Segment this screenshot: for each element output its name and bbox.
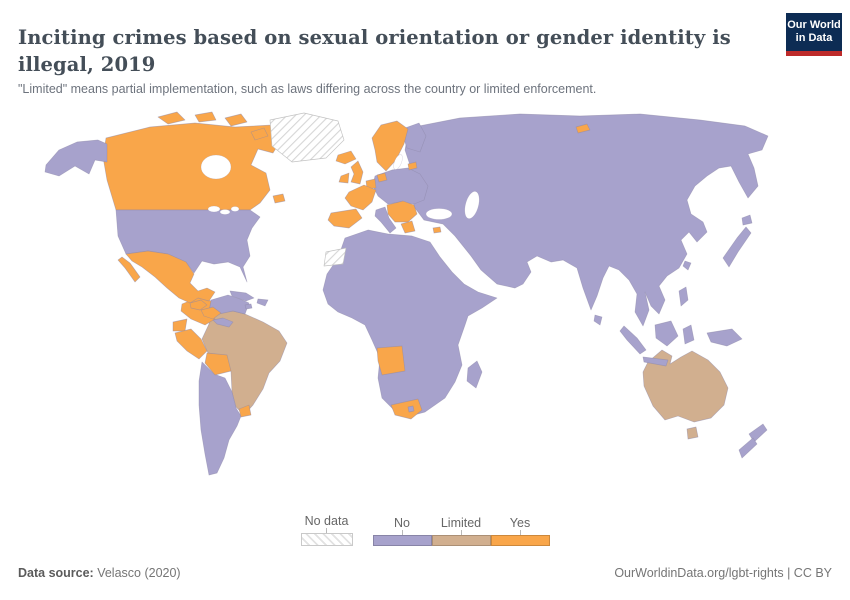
country-spain-portugal[interactable] bbox=[327, 208, 363, 229]
country-western-sahara-no-data[interactable] bbox=[323, 247, 347, 267]
country-sri-lanka[interactable] bbox=[593, 314, 603, 326]
black-sea bbox=[425, 208, 453, 220]
country-france[interactable] bbox=[344, 184, 377, 211]
country-lithuania[interactable] bbox=[407, 161, 418, 171]
legend-tick bbox=[326, 528, 327, 533]
country-greenland-no-data[interactable] bbox=[269, 112, 345, 163]
region-borneo[interactable] bbox=[654, 320, 679, 347]
map-legend: No data No Limited Yes bbox=[0, 514, 850, 546]
country-australia[interactable] bbox=[642, 349, 729, 423]
region-tasmania[interactable] bbox=[686, 426, 699, 440]
country-norway-sweden[interactable] bbox=[371, 120, 409, 172]
chart-subtitle: "Limited" means partial implementation, … bbox=[18, 82, 597, 96]
legend-swatch-no bbox=[372, 535, 432, 546]
owid-logo-redbar bbox=[786, 51, 842, 56]
country-canada[interactable] bbox=[102, 122, 284, 211]
region-arctic-island-2[interactable] bbox=[194, 111, 217, 123]
country-honduras-nicaragua[interactable] bbox=[200, 306, 222, 320]
caspian-sea bbox=[464, 191, 480, 219]
country-cuba[interactable] bbox=[229, 290, 255, 302]
legend-no-data[interactable]: No data bbox=[300, 514, 353, 546]
country-cyprus[interactable] bbox=[432, 226, 442, 234]
data-source: Data source: Velasco (2020) bbox=[18, 566, 181, 580]
country-madagascar[interactable] bbox=[466, 360, 483, 389]
country-hispaniola[interactable] bbox=[256, 298, 269, 307]
region-arctic-island-3[interactable] bbox=[224, 113, 248, 127]
baltic-sea bbox=[393, 154, 403, 170]
country-argentina-chile[interactable] bbox=[198, 361, 242, 476]
owid-logo-text: Our World in Data bbox=[787, 18, 841, 44]
footer-right: OurWorldinData.org/lgbt-rights | CC BY bbox=[614, 566, 832, 580]
country-bolivia[interactable] bbox=[204, 352, 232, 376]
country-taiwan[interactable] bbox=[682, 260, 692, 271]
region-sumatra[interactable] bbox=[619, 325, 647, 355]
region-arctic-island-4[interactable] bbox=[250, 127, 269, 141]
country-italy[interactable] bbox=[374, 206, 397, 234]
country-denmark[interactable] bbox=[376, 172, 388, 183]
legend-item-yes[interactable]: Yes bbox=[490, 516, 550, 546]
country-peru[interactable] bbox=[174, 328, 208, 360]
country-iceland[interactable] bbox=[335, 150, 357, 165]
great-lake-2 bbox=[219, 209, 231, 215]
region-newfoundland[interactable] bbox=[272, 193, 286, 204]
chart-footer: Data source: Velasco (2020) OurWorldinDa… bbox=[18, 566, 832, 580]
legend-swatch-yes bbox=[490, 535, 550, 546]
great-lake-3 bbox=[230, 206, 240, 212]
page-title: Inciting crimes based on sexual orientat… bbox=[18, 26, 731, 76]
country-jamaica[interactable] bbox=[244, 303, 253, 310]
legend-item-limited[interactable]: Limited bbox=[431, 516, 491, 546]
owid-url-link[interactable]: OurWorldinData.org/lgbt-rights bbox=[614, 566, 784, 580]
region-svalbard[interactable] bbox=[575, 123, 591, 134]
hudson-bay bbox=[200, 154, 232, 180]
legend-no-data-swatch bbox=[300, 533, 353, 546]
country-greece[interactable] bbox=[400, 220, 416, 234]
region-arctic-island-1[interactable] bbox=[157, 111, 186, 125]
legend-tick bbox=[460, 530, 462, 535]
data-source-label: Data source: bbox=[18, 566, 94, 580]
country-mexico[interactable] bbox=[125, 250, 216, 304]
country-region-asia-russia[interactable] bbox=[404, 113, 769, 327]
legend-tick bbox=[401, 530, 403, 535]
great-lake-1 bbox=[207, 205, 221, 213]
region-central-eastern-europe[interactable] bbox=[372, 167, 429, 205]
region-java[interactable] bbox=[642, 356, 669, 367]
country-south-africa[interactable] bbox=[390, 398, 423, 420]
country-united-kingdom[interactable] bbox=[350, 160, 364, 185]
owid-logo[interactable]: Our World in Data bbox=[786, 13, 842, 56]
region-baja-california[interactable] bbox=[117, 256, 141, 283]
country-ecuador[interactable] bbox=[172, 318, 188, 332]
legend-tick bbox=[519, 530, 521, 535]
country-lesotho[interactable] bbox=[407, 405, 415, 413]
legend-swatch-limited bbox=[431, 535, 491, 546]
region-sulawesi[interactable] bbox=[682, 324, 695, 345]
country-japan-hokkaido[interactable] bbox=[741, 214, 753, 226]
country-region-africa[interactable] bbox=[322, 229, 498, 417]
world-choropleth-map bbox=[44, 111, 769, 476]
legend-item-no[interactable]: No bbox=[372, 516, 432, 546]
country-papua-new-guinea[interactable] bbox=[706, 328, 743, 347]
country-costa-rica-panama[interactable] bbox=[212, 317, 234, 328]
country-angola[interactable] bbox=[376, 345, 406, 376]
region-austria-balkans[interactable] bbox=[386, 200, 418, 223]
legend-color-bar: No Limited Yes bbox=[372, 516, 550, 546]
country-alaska-us[interactable] bbox=[44, 139, 108, 177]
license-text: | CC BY bbox=[783, 566, 832, 580]
country-uruguay[interactable] bbox=[238, 404, 252, 418]
data-source-value: Velasco (2020) bbox=[93, 566, 181, 580]
country-philippines[interactable] bbox=[678, 286, 689, 307]
country-new-zealand-south[interactable] bbox=[738, 437, 758, 459]
legend-no-data-label: No data bbox=[304, 514, 349, 528]
country-guatemala[interactable] bbox=[189, 299, 208, 311]
country-ireland[interactable] bbox=[338, 172, 350, 184]
country-japan-honshu[interactable] bbox=[722, 226, 752, 268]
